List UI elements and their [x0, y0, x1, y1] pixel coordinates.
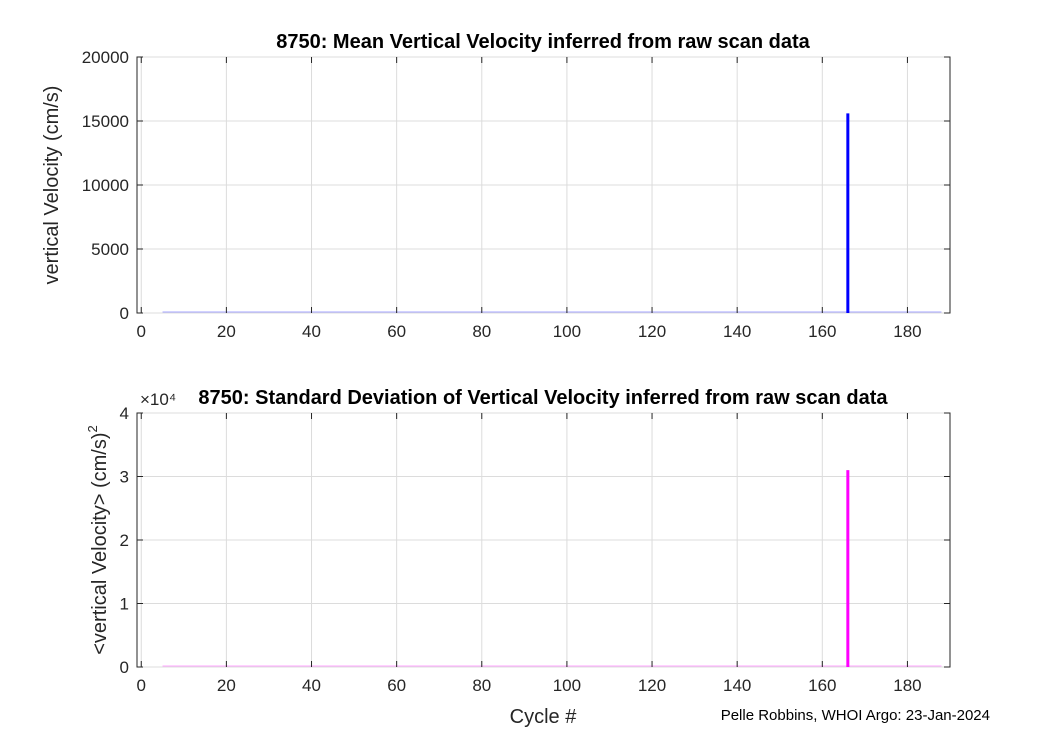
y-tick-label: 15000	[82, 112, 129, 131]
x-tick-label: 40	[302, 676, 321, 695]
x-tick-label: 140	[723, 676, 751, 695]
x-tick-label: 20	[217, 676, 236, 695]
x-axis-label: Cycle #	[510, 706, 578, 728]
chart-title: 8750: Standard Deviation of Vertical Vel…	[198, 387, 888, 409]
x-tick-label: 80	[472, 322, 491, 341]
y-tick-label: 20000	[82, 48, 129, 67]
ticks: 0 20 40 60 80 100 120 140 160 180 0 5000 10000 15000 2…	[82, 48, 950, 341]
grid	[137, 56, 950, 314]
mean-velocity-plot: 0 20 40 60 80 100 120 140 160 180 0 5000 10000 15000 2…	[41, 31, 951, 341]
x-tick-label: 180	[893, 322, 921, 341]
x-tick-label: 160	[808, 322, 836, 341]
x-tick-label: 0	[137, 676, 146, 695]
x-tick-label: 180	[893, 676, 921, 695]
y-tick-label: 0	[120, 304, 129, 323]
x-tick-label: 120	[638, 322, 666, 341]
x-tick-label: 160	[808, 676, 836, 695]
y-axis-label: <vertical Velocity> (cm/s)2	[85, 425, 111, 655]
x-tick-label: 120	[638, 676, 666, 695]
std-velocity-plot: 0 20 40 60 80 100 120 140 160 180 0 1 2 3 4 ×10⁴ 8750:…	[85, 387, 951, 728]
grid	[137, 412, 950, 668]
x-tick-label: 40	[302, 322, 321, 341]
y-tick-label: 3	[120, 468, 129, 487]
x-tick-label: 0	[137, 322, 146, 341]
credit-text: Pelle Robbins, WHOI Argo: 23-Jan-2024	[721, 707, 990, 724]
y-tick-label: 1	[120, 595, 129, 614]
ticks: 0 20 40 60 80 100 120 140 160 180 0 1 2 3 4	[120, 404, 950, 695]
y-tick-label: 2	[120, 531, 129, 550]
y-tick-label: 5000	[91, 240, 129, 259]
x-tick-label: 60	[387, 322, 406, 341]
x-tick-label: 140	[723, 322, 751, 341]
x-tick-label: 80	[472, 676, 491, 695]
y-axis-label-superscript: 2	[85, 425, 100, 432]
y-tick-label: 4	[120, 404, 129, 423]
y-tick-label: 10000	[82, 176, 129, 195]
chart-title: 8750: Mean Vertical Velocity inferred fr…	[276, 31, 810, 53]
x-tick-label: 100	[553, 676, 581, 695]
y-axis-label-text: <vertical Velocity> (cm/s)	[89, 432, 111, 654]
x-tick-label: 60	[387, 676, 406, 695]
x-tick-label: 100	[553, 322, 581, 341]
x-tick-label: 20	[217, 322, 236, 341]
y-tick-label: 0	[120, 658, 129, 677]
y-axis-label: vertical Velocity (cm/s)	[41, 86, 63, 285]
y-exponent-label: ×10⁴	[140, 390, 176, 409]
